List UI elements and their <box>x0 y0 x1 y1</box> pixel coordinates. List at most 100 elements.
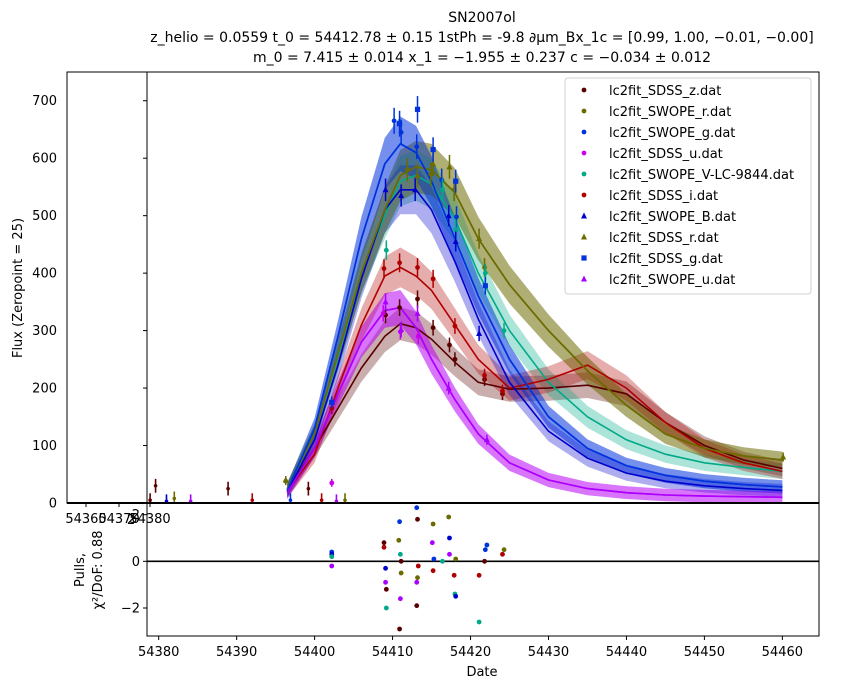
pull-point <box>431 556 437 562</box>
model-band-5 <box>287 247 783 498</box>
pulls-axes-frame <box>146 502 820 637</box>
pull-point <box>414 603 420 609</box>
data-point-6 <box>398 192 405 199</box>
y-axis-label-chi2: χ²/DoF: 0.88 <box>91 531 106 610</box>
data-point-4 <box>482 270 488 276</box>
data-point-0 <box>447 342 452 348</box>
data-point-5 <box>500 388 505 394</box>
data-point-5 <box>397 260 402 266</box>
data-point-1 <box>404 167 410 173</box>
pull-point <box>482 558 487 564</box>
pull-point <box>476 572 482 578</box>
y-tick-label: 500 <box>32 209 57 224</box>
legend-marker-4 <box>581 171 587 177</box>
data-point-8 <box>396 121 403 127</box>
data-point-2 <box>414 144 420 150</box>
pull-point <box>381 544 387 550</box>
chart-subtitle-line2: m_0 = 7.415 ± 0.014 x_1 = −1.955 ± 0.237… <box>253 50 711 66</box>
legend-marker-9 <box>581 275 587 282</box>
data-point-9 <box>483 436 490 443</box>
y-tick-label: 700 <box>32 94 57 109</box>
pull-point <box>397 551 403 557</box>
data-point-5 <box>381 266 387 271</box>
pull-point <box>415 563 421 569</box>
chart-subtitle-line1: z_helio = 0.0559 t_0 = 54412.78 ± 0.15 1… <box>150 30 813 46</box>
legend-marker-2 <box>581 129 587 135</box>
data-point-5 <box>430 276 436 282</box>
x-tick-label: 54410 <box>372 645 413 660</box>
y-tick-label: 300 <box>32 324 57 339</box>
data-point-9 <box>414 309 421 316</box>
legend-entry-2: lc2fit_SWOPE_g.dat <box>609 126 735 141</box>
legend-marker-8 <box>581 255 587 261</box>
data-point-3 <box>380 310 386 316</box>
data-point-6 <box>445 212 452 219</box>
pull-point <box>329 563 335 569</box>
data-point-2 <box>439 177 445 183</box>
pull-point <box>500 551 505 557</box>
data-point-6 <box>476 329 483 336</box>
inset-x-tick-label: 54380 <box>129 512 170 527</box>
data-point-8 <box>414 106 421 112</box>
pull-point <box>383 586 389 592</box>
early-data-point <box>226 486 230 491</box>
x-tick-label: 54380 <box>138 645 179 660</box>
pull-point <box>430 521 436 527</box>
data-point-6 <box>452 238 459 245</box>
data-point-8 <box>453 178 459 184</box>
plot-area <box>148 96 787 503</box>
data-point-6 <box>382 186 389 193</box>
x-tick-label: 54460 <box>762 645 803 660</box>
early-data-point <box>153 483 158 488</box>
pull-y-tick-label: 2 <box>132 508 140 523</box>
legend-marker-0 <box>581 87 587 93</box>
legend-entry-4: lc2fit_SWOPE_V-LC-9844.dat <box>609 168 794 183</box>
pull-y-tick-label: 0 <box>132 555 140 570</box>
data-point-1 <box>428 171 434 177</box>
y-tick-label: 600 <box>32 152 57 167</box>
legend-marker-6 <box>581 212 587 219</box>
data-point-3 <box>415 333 421 339</box>
model-line-8 <box>286 142 783 491</box>
data-point-4 <box>383 247 389 253</box>
legend-entry-8: lc2fit_SDSS_g.dat <box>609 252 723 267</box>
data-point-4 <box>453 227 459 233</box>
data-point-0 <box>397 305 402 311</box>
data-point-5 <box>452 323 458 329</box>
early-data-point <box>343 498 347 502</box>
early-data-point <box>250 498 255 502</box>
data-point-9 <box>445 384 452 391</box>
pull-point <box>398 570 404 576</box>
pull-point <box>501 547 507 553</box>
pull-point <box>329 554 335 560</box>
legend-entry-0: lc2fit_SDSS_z.dat <box>609 84 721 99</box>
pull-point <box>453 556 459 562</box>
overlapping-tick-label: 2 <box>127 513 135 528</box>
legend-entry-1: lc2fit_SWOPE_r.dat <box>609 105 731 120</box>
pull-point <box>415 516 420 522</box>
legend-entry-3: lc2fit_SDSS_u.dat <box>609 147 723 162</box>
data-point-3 <box>329 480 335 486</box>
model-line-5 <box>286 266 783 492</box>
pull-point <box>482 547 488 553</box>
data-point-7 <box>476 235 483 242</box>
pull-point <box>429 540 435 546</box>
x-tick-label: 54450 <box>684 645 725 660</box>
model-line-6 <box>286 189 783 492</box>
data-point-2 <box>391 118 397 124</box>
pull-point <box>453 593 459 599</box>
data-point-9 <box>382 298 389 305</box>
pull-point <box>451 572 457 578</box>
data-point-4 <box>440 187 445 193</box>
pull-point <box>397 626 402 632</box>
x-tick-label: 54390 <box>216 645 257 660</box>
data-point-5 <box>415 264 420 270</box>
y-tick-label: 100 <box>32 439 57 454</box>
data-point-1 <box>482 264 487 270</box>
model-band-1 <box>287 140 783 496</box>
data-point-7 <box>780 453 787 460</box>
data-point-7 <box>446 163 453 170</box>
pull-point <box>440 558 445 564</box>
data-point-8 <box>482 283 488 289</box>
